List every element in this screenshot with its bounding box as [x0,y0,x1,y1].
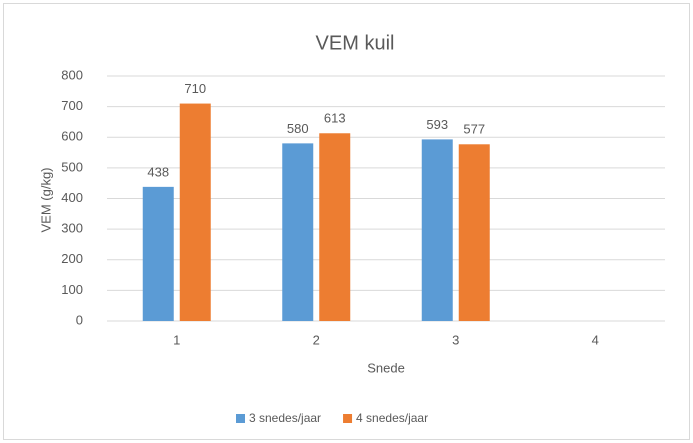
data-label: 710 [184,81,206,96]
y-tick-label: 0 [76,312,83,327]
data-label: 580 [287,121,309,136]
bar [282,143,314,321]
y-tick-label: 200 [61,251,83,266]
data-label: 593 [426,117,448,132]
legend-swatch [343,414,353,423]
x-axis-label: Snede [367,360,405,375]
chart-title: VEM kuil [316,32,395,54]
bar [458,144,490,321]
y-tick-label: 300 [61,221,83,236]
x-tick-label: 3 [452,332,459,347]
data-label: 438 [147,164,169,179]
x-tick-label: 4 [592,332,599,347]
x-tick-label: 1 [173,332,180,347]
legend-label: 4 snedes/jaar [356,411,428,425]
bar [319,133,351,321]
y-tick-label: 100 [61,282,83,297]
data-label: 577 [463,122,485,137]
y-tick-label: 700 [61,98,83,113]
y-tick-label: 600 [61,129,83,144]
bar [179,103,211,321]
legend-label: 3 snedes/jaar [249,411,321,425]
x-tick-label: 2 [313,332,320,347]
legend-swatch [236,414,245,423]
bar [421,139,453,321]
y-tick-label: 500 [61,159,83,174]
data-label: 613 [324,111,346,126]
bar [142,186,174,321]
y-axis-label: VEM (g/kg) [38,167,53,232]
y-tick-label: 800 [61,67,83,82]
y-tick-label: 400 [61,190,83,205]
